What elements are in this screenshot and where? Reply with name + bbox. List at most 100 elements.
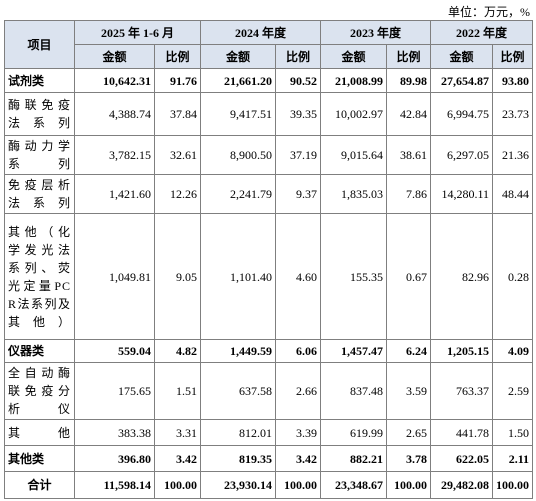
cell-value: 175.65 — [74, 362, 155, 420]
table-row: 其他 383.38 3.31 812.01 3.39 619.99 2.65 441.78 1.… — [4, 419, 534, 446]
cell-value: 6,297.05 — [430, 135, 494, 175]
cell-value: 1,049.81 — [74, 213, 155, 340]
cell-value: 8,900.50 — [200, 135, 276, 175]
cell-value: 9,417.51 — [200, 92, 276, 136]
table-row: 全自动酶联免疫分析仪 175.65 1.51 637.58 2.66 837.48 3.59… — [4, 362, 534, 420]
cell-value: 763.37 — [430, 362, 494, 420]
cell-value: 4.09 — [492, 339, 534, 363]
cell-value: 12.26 — [154, 174, 201, 214]
cell-value: 29,482.08 — [430, 471, 494, 499]
cell-value: 23.73 — [492, 92, 534, 136]
cell-value: 0.67 — [386, 213, 432, 340]
header-row: 项目 2025 年 1-6 月 2024 年度 2023 年度 2022 年度 — [4, 20, 534, 69]
table-row: 其他类 396.80 3.42 819.35 3.42 882.21 3.78 622.05 2… — [4, 445, 534, 472]
period-header: 2025 年 1-6 月 — [74, 20, 201, 45]
cell-value: 37.84 — [154, 92, 201, 136]
cell-value: 1,835.03 — [320, 174, 388, 214]
cell-value: 3.78 — [386, 445, 432, 472]
row-label: 其他（化学发光法系列、荧光定量PCR法系列及其他） — [4, 213, 75, 340]
cell-value: 21,008.99 — [320, 68, 388, 93]
row-label: 全自动酶联免疫分析仪 — [4, 362, 75, 420]
period-header: 2022 年度 — [430, 20, 534, 45]
cell-value: 396.80 — [74, 445, 155, 472]
cell-value: 2.11 — [492, 445, 534, 472]
cell-value: 21,661.20 — [200, 68, 276, 93]
cell-value: 619.99 — [320, 419, 388, 446]
cell-value: 819.35 — [200, 445, 276, 472]
cell-value: 441.78 — [430, 419, 494, 446]
cell-value: 27,654.87 — [430, 68, 494, 93]
cell-value: 2.65 — [386, 419, 432, 446]
header-row: 金额 比例 金额 比例 金额 比例 金额 比例 — [5, 44, 534, 69]
cell-value: 1,421.60 — [74, 174, 155, 214]
cell-value: 1,449.59 — [200, 339, 276, 363]
cell-value: 2.59 — [492, 362, 534, 420]
cell-value: 3.42 — [154, 445, 201, 472]
cell-value: 3.42 — [274, 445, 322, 472]
cell-value: 42.84 — [386, 92, 432, 136]
cell-value: 837.48 — [320, 362, 388, 420]
cell-value: 38.61 — [386, 135, 432, 175]
table-row: 酶联免疫法系列 4,388.74 37.84 9,417.51 39.35 10,002.… — [4, 92, 534, 136]
cell-value: 23,930.14 — [200, 471, 276, 499]
cell-value: 622.05 — [430, 445, 494, 472]
cell-value: 82.96 — [430, 213, 494, 340]
table-row: 合计 11,598.14 100.00 23,930.14 100.00 23,348.6… — [4, 471, 534, 499]
subheader: 比例 — [154, 44, 201, 69]
cell-value: 6.06 — [274, 339, 322, 363]
row-label: 酶动力学系列 — [4, 135, 75, 175]
cell-value: 4.60 — [274, 213, 322, 340]
cell-value: 23,348.67 — [320, 471, 388, 499]
cell-value: 2,241.79 — [200, 174, 276, 214]
cell-value: 0.28 — [492, 213, 534, 340]
row-label: 免疫层析法系列 — [4, 174, 75, 214]
cell-value: 89.98 — [386, 68, 432, 93]
cell-value: 39.35 — [274, 92, 322, 136]
subheader: 金额 — [200, 44, 276, 69]
cell-value: 6,994.75 — [430, 92, 494, 136]
table-body: 试剂类 10,642.31 91.76 21,661.20 90.52 21,008.99… — [4, 68, 534, 499]
cell-value: 1.50 — [492, 419, 534, 446]
cell-value: 9.05 — [154, 213, 201, 340]
cell-value: 7.86 — [386, 174, 432, 214]
period-header: 2023 年度 — [320, 20, 432, 45]
cell-value: 32.61 — [154, 135, 201, 175]
subheader: 比例 — [274, 44, 322, 69]
cell-value: 4,388.74 — [74, 92, 155, 136]
table-row: 酶动力学系列 3,782.15 32.61 8,900.50 37.19 9,015.64… — [4, 135, 534, 175]
cell-value: 10,002.97 — [320, 92, 388, 136]
cell-value: 383.38 — [74, 419, 155, 446]
cell-value: 90.52 — [274, 68, 322, 93]
unit-note: 单位：万元，% — [448, 5, 530, 19]
cell-value: 559.04 — [74, 339, 155, 363]
cell-value: 155.35 — [320, 213, 388, 340]
row-label: 合计 — [4, 471, 75, 499]
cell-value: 100.00 — [492, 471, 534, 499]
cell-value: 882.21 — [320, 445, 388, 472]
table-row: 免疫层析法系列 1,421.60 12.26 2,241.79 9.37 1,835.03… — [4, 174, 534, 214]
cell-value: 11,598.14 — [74, 471, 155, 499]
table-header: 项目 2025 年 1-6 月 2024 年度 2023 年度 2022 年度 金额 比例金… — [4, 20, 534, 69]
row-label: 仪器类 — [4, 339, 75, 363]
period-header: 2024 年度 — [199, 20, 322, 45]
subheader: 金额 — [320, 44, 388, 69]
cell-value: 100.00 — [386, 471, 432, 499]
cell-value: 14,280.11 — [430, 174, 494, 214]
cell-value: 3.39 — [274, 419, 322, 446]
cell-value: 1.51 — [154, 362, 201, 420]
table-row: 试剂类 10,642.31 91.76 21,661.20 90.52 21,008.99… — [4, 68, 534, 93]
cell-value: 91.76 — [154, 68, 201, 93]
subheader: 金额 — [74, 44, 155, 69]
cell-value: 100.00 — [274, 471, 322, 499]
cell-value: 37.19 — [274, 135, 322, 175]
cell-value: 2.66 — [274, 362, 322, 420]
cell-value: 1,205.15 — [430, 339, 494, 363]
cell-value: 4.82 — [154, 339, 201, 363]
row-label: 其他 — [4, 419, 75, 446]
cell-value: 9.37 — [274, 174, 322, 214]
cell-value: 812.01 — [200, 419, 276, 446]
cell-value: 6.24 — [386, 339, 432, 363]
cell-value: 3,782.15 — [74, 135, 155, 175]
subheader: 金额 — [430, 44, 494, 69]
